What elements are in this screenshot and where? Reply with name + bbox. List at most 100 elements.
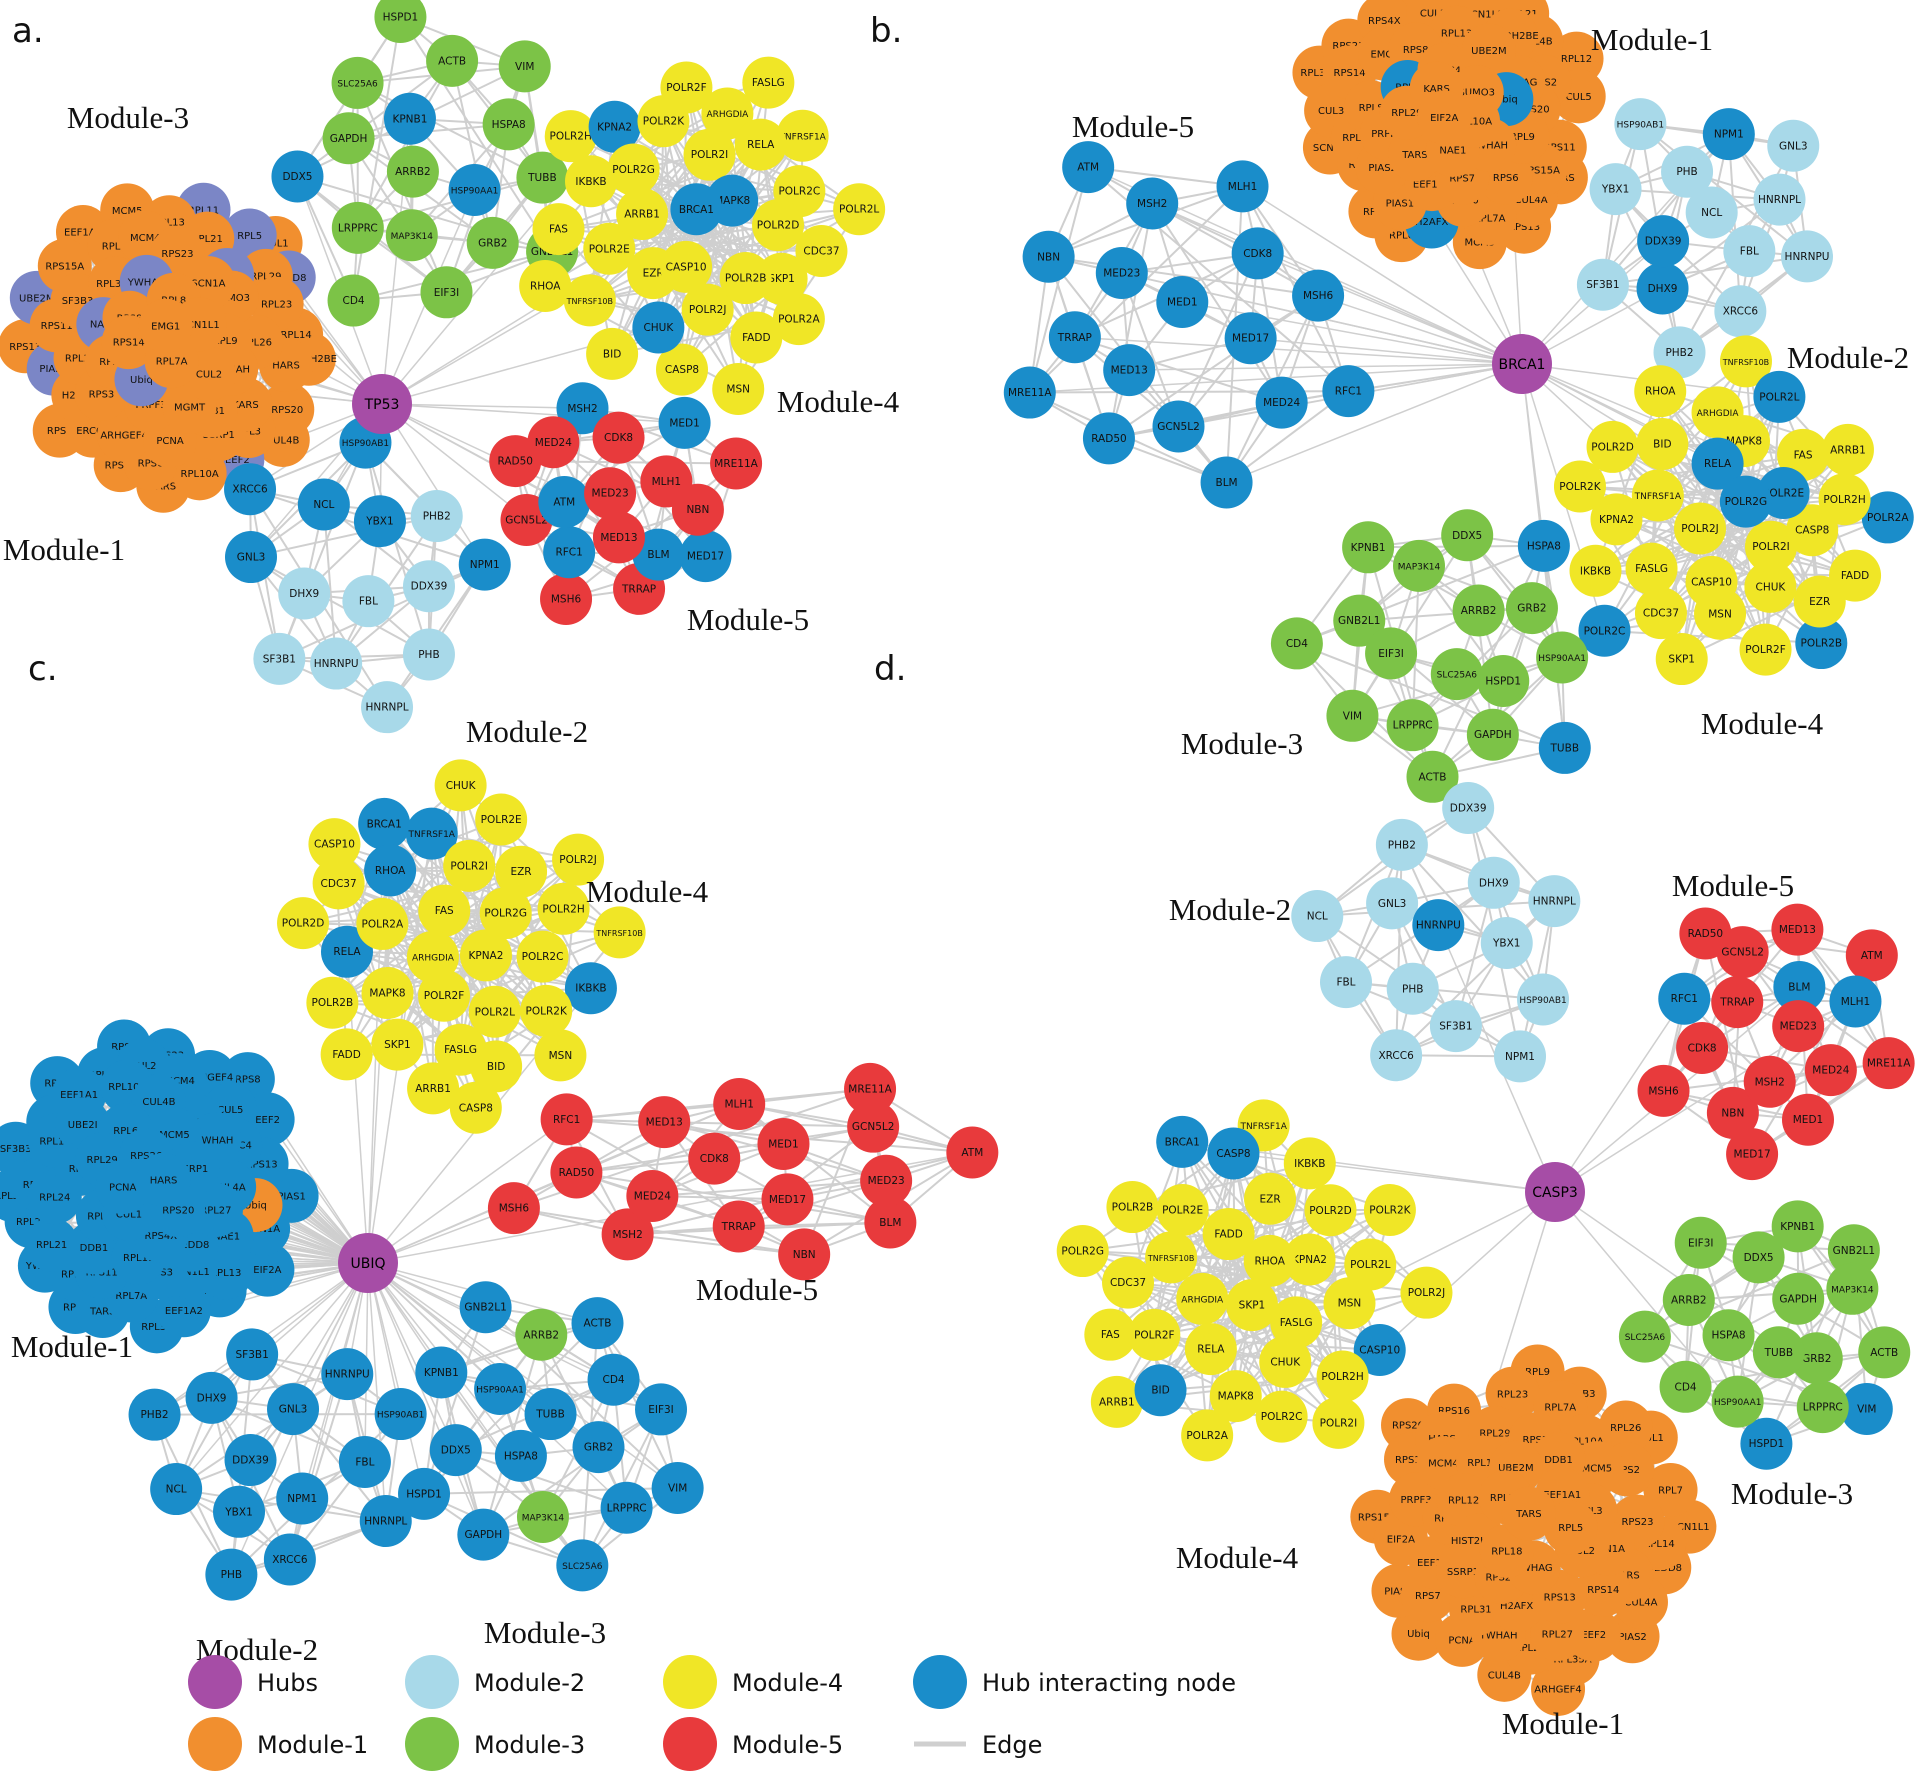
node-eif3i[interactable]: EIF3I — [635, 1383, 688, 1436]
node-circle[interactable] — [448, 164, 501, 217]
node-circle[interactable] — [1631, 469, 1684, 522]
node-msh6[interactable]: MSH6 — [487, 1182, 540, 1235]
node-gapdh[interactable]: GAPDH — [1466, 708, 1519, 761]
node-circle[interactable] — [778, 1228, 831, 1281]
node-circle[interactable] — [1528, 875, 1581, 928]
node-ddx5[interactable]: DDX5 — [429, 1424, 482, 1477]
node-brca1[interactable]: BRCA1 — [358, 797, 411, 850]
node-med17[interactable]: MED17 — [679, 530, 732, 583]
node-atm[interactable]: ATM — [1062, 141, 1115, 194]
node-polr2h[interactable]: POLR2H — [544, 110, 597, 163]
node-gnl3[interactable]: GNL3 — [267, 1383, 320, 1436]
node-circle[interactable] — [331, 56, 384, 109]
node-circle[interactable] — [482, 98, 535, 151]
node-circle[interactable] — [1781, 230, 1834, 283]
node-circle[interactable] — [1270, 617, 1323, 670]
node-circle[interactable] — [278, 567, 331, 620]
node-circle[interactable] — [583, 222, 636, 275]
node-circle[interactable] — [434, 1023, 487, 1076]
node-circle[interactable] — [1772, 1272, 1825, 1325]
node-circle[interactable] — [327, 274, 380, 327]
node-circle[interactable] — [1400, 1266, 1453, 1319]
node-hsp90ab1[interactable]: HSP90AB1 — [374, 1388, 427, 1441]
node-hsp90ab1[interactable]: HSP90AB1 — [1614, 98, 1667, 151]
node-circle[interactable] — [1685, 186, 1738, 239]
node-circle[interactable] — [226, 1328, 279, 1381]
node-circle[interactable] — [1685, 555, 1738, 608]
node-circle[interactable] — [1326, 689, 1379, 742]
node-circle[interactable] — [402, 628, 455, 681]
node-ybx1[interactable]: YBX1 — [1480, 917, 1533, 970]
node-blm[interactable]: BLM — [1200, 456, 1253, 509]
node-circle[interactable] — [429, 1424, 482, 1477]
node-polr2g[interactable]: POLR2G — [1056, 1225, 1109, 1278]
node-circle[interactable] — [1366, 877, 1419, 930]
node-cdc37[interactable]: CDC37 — [312, 857, 365, 910]
node-circle[interactable] — [213, 1485, 266, 1538]
node-circle[interactable] — [321, 925, 374, 978]
node-circle[interactable] — [651, 1462, 704, 1515]
node-ikbkb[interactable]: IKBKB — [1283, 1137, 1336, 1190]
node-med23[interactable]: MED23 — [1095, 246, 1148, 299]
node-circle[interactable] — [263, 1533, 316, 1586]
node-hnrnpl[interactable]: HNRNPL — [1753, 173, 1806, 226]
node-circle[interactable] — [1048, 311, 1101, 364]
node-circle[interactable] — [1702, 108, 1755, 161]
node-xrcc6[interactable]: XRCC6 — [263, 1533, 316, 1586]
node-circle[interactable] — [1363, 1184, 1416, 1237]
node-circle[interactable] — [1322, 365, 1375, 418]
node-circle[interactable] — [1771, 1200, 1824, 1253]
node-circle[interactable] — [1576, 1562, 1631, 1617]
node-circle[interactable] — [1706, 1086, 1759, 1139]
node-gapdh[interactable]: GAPDH — [1772, 1272, 1825, 1325]
node-circle[interactable] — [1661, 145, 1714, 198]
node-tubb[interactable]: TUBB — [524, 1388, 577, 1441]
node-chuk[interactable]: CHUK — [632, 301, 685, 354]
node-circle[interactable] — [655, 343, 708, 396]
node-circle[interactable] — [495, 845, 548, 898]
node-circle[interactable] — [277, 897, 330, 950]
node-circle[interactable] — [95, 1160, 150, 1215]
node-grb2[interactable]: GRB2 — [466, 216, 519, 269]
node-skp1[interactable]: SKP1 — [371, 1018, 424, 1071]
node-circle[interactable] — [1614, 98, 1667, 151]
node-circle[interactable] — [1543, 1500, 1598, 1555]
node-polr2d[interactable]: POLR2D — [1586, 420, 1639, 473]
node-map3k14[interactable]: MAP3K14 — [1393, 539, 1446, 592]
node-npm1[interactable]: NPM1 — [276, 1472, 329, 1525]
node-bid[interactable]: BID — [1636, 417, 1689, 470]
node-circle[interactable] — [1292, 269, 1345, 322]
node-polr2b[interactable]: POLR2B — [306, 976, 359, 1029]
node-circle[interactable] — [1714, 285, 1767, 338]
node-circle[interactable] — [1662, 1273, 1715, 1326]
node-mlh1[interactable]: MLH1 — [713, 1078, 766, 1131]
node-circle[interactable] — [459, 1281, 512, 1334]
node-dhx9[interactable]: DHX9 — [1636, 262, 1689, 315]
node-circle[interactable] — [458, 538, 511, 591]
node-circle[interactable] — [1586, 420, 1639, 473]
node-circle[interactable] — [1370, 1029, 1423, 1082]
node-polr2l[interactable]: POLR2L — [468, 985, 521, 1038]
node-circle[interactable] — [356, 897, 409, 950]
node-polr2a[interactable]: POLR2A — [356, 897, 409, 950]
node-polr2c[interactable]: POLR2C — [1255, 1390, 1308, 1443]
node-circle[interactable] — [1255, 1390, 1308, 1443]
node-polr2e[interactable]: POLR2E — [475, 793, 528, 846]
hub-node-ubiq[interactable]: UBIQ — [338, 1233, 398, 1293]
node-circle[interactable] — [516, 1490, 569, 1543]
node-circle[interactable] — [342, 575, 395, 628]
node-circle[interactable] — [398, 1467, 451, 1520]
node-circle[interactable] — [276, 1472, 329, 1525]
node-polr2j[interactable]: POLR2J — [1400, 1266, 1453, 1319]
node-circle[interactable] — [1655, 633, 1708, 686]
node-circle[interactable] — [946, 1126, 999, 1179]
node-fas[interactable]: FAS — [418, 884, 471, 937]
node-rhoa[interactable]: RHOA — [1634, 365, 1687, 418]
node-circle[interactable] — [632, 528, 685, 581]
node-circle[interactable] — [1716, 926, 1769, 979]
node-casp8[interactable]: CASP8 — [1207, 1127, 1260, 1180]
node-ddx5[interactable]: DDX5 — [271, 150, 324, 203]
node-circle[interactable] — [1461, 23, 1516, 78]
node-slc25a6[interactable]: SLC25A6 — [331, 56, 384, 109]
node-msh2[interactable]: MSH2 — [1743, 1055, 1796, 1108]
